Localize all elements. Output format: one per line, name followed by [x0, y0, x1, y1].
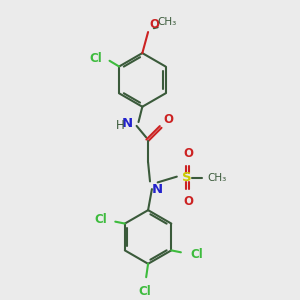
Text: O: O [149, 18, 159, 31]
Text: Cl: Cl [95, 213, 108, 226]
Text: CH₃: CH₃ [208, 172, 227, 183]
Text: S: S [182, 171, 191, 184]
Text: Cl: Cl [190, 248, 203, 261]
Text: Cl: Cl [89, 52, 102, 65]
Text: CH₃: CH₃ [158, 17, 177, 27]
Text: N: N [122, 118, 133, 130]
Text: O: O [164, 113, 173, 126]
Text: O: O [183, 147, 193, 161]
Text: H: H [116, 119, 124, 132]
Text: O: O [183, 195, 193, 208]
Text: N: N [152, 183, 163, 196]
Text: Cl: Cl [138, 285, 151, 298]
